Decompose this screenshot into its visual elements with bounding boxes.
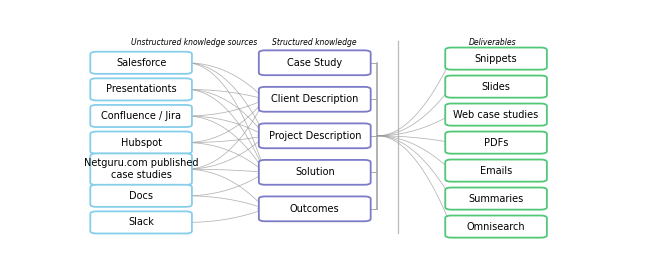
- FancyBboxPatch shape: [90, 185, 192, 207]
- FancyBboxPatch shape: [445, 47, 547, 70]
- FancyBboxPatch shape: [90, 131, 192, 154]
- FancyBboxPatch shape: [90, 153, 192, 185]
- FancyBboxPatch shape: [445, 160, 547, 182]
- Text: Summaries: Summaries: [469, 193, 524, 204]
- Text: Solution: Solution: [295, 167, 335, 177]
- Text: Deliverables: Deliverables: [469, 38, 517, 47]
- Text: Slides: Slides: [482, 82, 511, 92]
- FancyBboxPatch shape: [90, 211, 192, 234]
- FancyBboxPatch shape: [445, 131, 547, 154]
- Text: Client Description: Client Description: [271, 94, 358, 104]
- Text: PDFs: PDFs: [484, 138, 508, 148]
- Text: Structured knowledge: Structured knowledge: [272, 38, 357, 47]
- FancyBboxPatch shape: [445, 104, 547, 126]
- Text: Snippets: Snippets: [474, 54, 517, 64]
- FancyBboxPatch shape: [445, 215, 547, 238]
- Text: Salesforce: Salesforce: [116, 58, 166, 68]
- Text: Omnisearch: Omnisearch: [467, 222, 525, 232]
- Text: Emails: Emails: [480, 166, 512, 176]
- Text: Docs: Docs: [129, 191, 153, 201]
- Text: Hubspot: Hubspot: [121, 138, 161, 148]
- FancyBboxPatch shape: [259, 123, 370, 148]
- FancyBboxPatch shape: [259, 196, 370, 221]
- Text: Web case studies: Web case studies: [453, 109, 538, 120]
- FancyBboxPatch shape: [445, 188, 547, 210]
- FancyBboxPatch shape: [445, 76, 547, 98]
- FancyBboxPatch shape: [259, 87, 370, 112]
- FancyBboxPatch shape: [259, 50, 370, 75]
- Text: Case Study: Case Study: [287, 58, 342, 68]
- Text: Unstructured knowledge sources: Unstructured knowledge sources: [131, 38, 257, 47]
- Text: Confluence / Jira: Confluence / Jira: [101, 111, 181, 121]
- Text: Netguru.com published
case studies: Netguru.com published case studies: [84, 158, 198, 180]
- FancyBboxPatch shape: [90, 105, 192, 127]
- Text: Outcomes: Outcomes: [290, 204, 339, 214]
- Text: Slack: Slack: [128, 217, 154, 227]
- FancyBboxPatch shape: [259, 160, 370, 185]
- FancyBboxPatch shape: [90, 78, 192, 101]
- Text: Presentationts: Presentationts: [106, 84, 177, 94]
- FancyBboxPatch shape: [90, 52, 192, 74]
- Text: Project Description: Project Description: [268, 131, 361, 141]
